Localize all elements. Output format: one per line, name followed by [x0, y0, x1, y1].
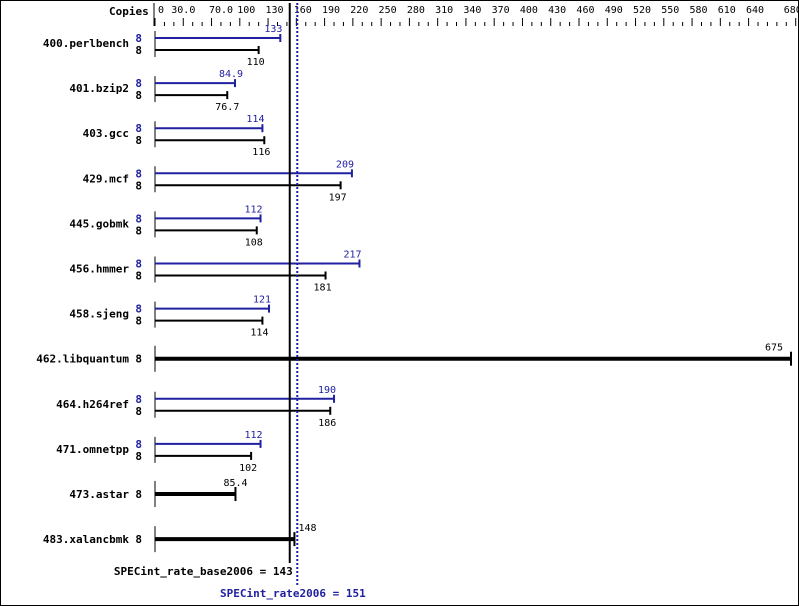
base-copies-label: 8 — [135, 315, 142, 328]
tick-label: 640 — [746, 5, 764, 16]
value-label: 112 — [245, 430, 263, 441]
tick-label: 430 — [548, 5, 566, 16]
base-copies-label: 8 — [135, 270, 142, 283]
base-copies-label: 8 — [135, 134, 142, 147]
peak-copies-label: 8 — [135, 32, 142, 45]
value-label: 76.7 — [215, 102, 239, 113]
value-label: 209 — [336, 159, 354, 170]
value-label: 114 — [246, 114, 264, 125]
value-label: 121 — [253, 295, 271, 306]
peak-copies-label: 8 — [135, 258, 142, 271]
copies-label: 8 — [135, 353, 142, 366]
tick-label: 70.0 — [209, 5, 233, 16]
tick-label: 610 — [718, 5, 736, 16]
base-copies-label: 8 — [135, 405, 142, 418]
peak-copies-label: 8 — [135, 122, 142, 135]
copies-label: 8 — [135, 533, 142, 546]
value-label: 675 — [765, 343, 783, 354]
benchmark-label: 462.libquantum — [36, 353, 129, 366]
tick-label: 190 — [322, 5, 340, 16]
tick-label: 340 — [463, 5, 481, 16]
benchmark-label: 464.h264ref — [56, 398, 129, 411]
tick-label: 550 — [661, 5, 679, 16]
peak-summary-label: SPECint_rate2006 = 151 — [220, 587, 366, 600]
benchmark-label: 483.xalancbmk — [43, 533, 129, 546]
tick-label: 160 — [294, 5, 312, 16]
benchmark-label: 429.mcf — [83, 172, 129, 185]
peak-copies-label: 8 — [135, 77, 142, 90]
benchmark-label: 473.astar — [69, 488, 129, 501]
base-copies-label: 8 — [135, 89, 142, 102]
tick-label: 0 — [158, 5, 164, 16]
tick-label: 460 — [576, 5, 594, 16]
value-label: 108 — [245, 237, 263, 248]
peak-copies-label: 8 — [135, 212, 142, 225]
tick-label: 400 — [520, 5, 538, 16]
value-label: 181 — [314, 283, 332, 294]
benchmark-label: 403.gcc — [83, 127, 129, 140]
axis-label: Copies — [109, 5, 149, 18]
value-label: 116 — [252, 147, 270, 158]
base-copies-label: 8 — [135, 224, 142, 237]
value-label: 133 — [264, 24, 282, 35]
benchmark-label: 471.omnetpp — [56, 443, 129, 456]
value-label: 197 — [329, 192, 347, 203]
peak-copies-label: 8 — [135, 303, 142, 316]
tick-label: 310 — [435, 5, 453, 16]
base-copies-label: 8 — [135, 44, 142, 57]
tick-label: 490 — [605, 5, 623, 16]
benchmark-label: 456.hmmer — [69, 263, 129, 276]
copies-label: 8 — [135, 488, 142, 501]
base-copies-label: 8 — [135, 179, 142, 192]
value-label: 114 — [250, 328, 268, 339]
tick-label: 250 — [379, 5, 397, 16]
benchmark-label: 445.gobmk — [69, 217, 129, 230]
value-label: 112 — [245, 204, 263, 215]
peak-copies-label: 8 — [135, 393, 142, 406]
value-label: 84.9 — [219, 69, 243, 80]
value-label: 190 — [318, 385, 336, 396]
base-copies-label: 8 — [135, 450, 142, 463]
tick-label: 100 — [237, 5, 255, 16]
value-label: 217 — [343, 250, 361, 261]
tick-label: 680 — [784, 5, 799, 16]
value-label: 85.4 — [223, 478, 247, 489]
benchmark-label: 401.bzip2 — [69, 82, 129, 95]
tick-label: 130 — [265, 5, 283, 16]
value-label: 148 — [298, 523, 316, 534]
tick-label: 280 — [407, 5, 425, 16]
tick-label: 30.0 — [171, 5, 195, 16]
tick-label: 220 — [350, 5, 368, 16]
benchmark-label: 400.perlbench — [43, 37, 129, 50]
value-label: 186 — [318, 418, 336, 429]
tick-label: 520 — [633, 5, 651, 16]
tick-label: 370 — [492, 5, 510, 16]
tick-label: 580 — [689, 5, 707, 16]
value-label: 110 — [247, 57, 265, 68]
value-label: 102 — [239, 463, 257, 474]
peak-copies-label: 8 — [135, 167, 142, 180]
peak-copies-label: 8 — [135, 438, 142, 451]
benchmark-label: 458.sjeng — [69, 308, 129, 321]
base-summary-label: SPECint_rate_base2006 = 143 — [114, 565, 293, 578]
